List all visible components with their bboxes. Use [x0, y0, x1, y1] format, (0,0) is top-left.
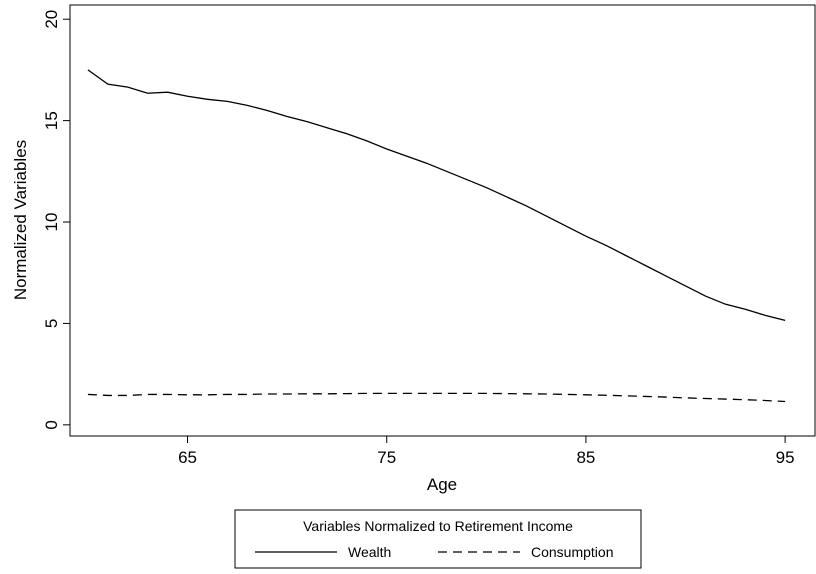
y-tick-label: 0: [42, 420, 61, 429]
x-tick-label: 65: [178, 448, 197, 467]
x-tick-label: 95: [776, 448, 795, 467]
legend-label: Consumption: [531, 544, 614, 560]
plot-frame: [69, 4, 816, 437]
x-axis-title: Age: [427, 475, 457, 494]
x-tick-label: 85: [576, 448, 595, 467]
legend-label: Wealth: [348, 544, 391, 560]
y-tick-label: 15: [42, 111, 61, 130]
y-tick-label: 20: [42, 10, 61, 29]
series-line: [87, 392, 786, 403]
legend-box: [234, 509, 642, 569]
y-tick-label: 10: [42, 213, 61, 232]
x-tick-label: 75: [377, 448, 396, 467]
y-axis-title: Normalized Variables: [11, 140, 30, 300]
legend-title: Variables Normalized to Retirement Incom…: [303, 518, 573, 534]
series-line: [87, 69, 786, 322]
y-tick-label: 5: [42, 319, 61, 328]
